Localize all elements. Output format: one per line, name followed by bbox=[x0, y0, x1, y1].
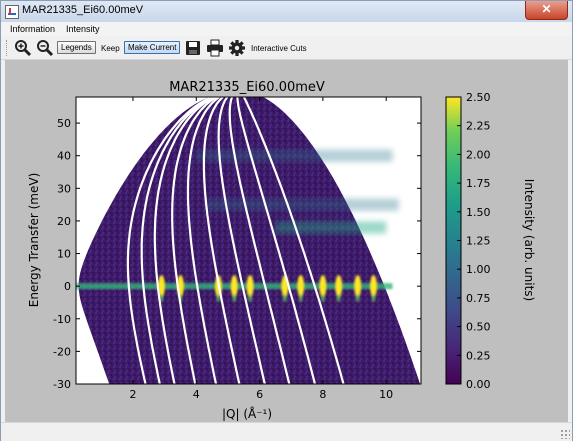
detector-gap bbox=[171, 97, 218, 384]
legends-button[interactable]: Legends bbox=[57, 41, 96, 54]
detector-gap bbox=[140, 97, 213, 384]
colorbar-ticks: 0.00 0.25 0.50 0.75 1.00 1.25 1.50 1.75 2.00 2.25… bbox=[457, 91, 491, 391]
bragg-peak-tail bbox=[216, 294, 221, 303]
menu-intensity[interactable]: Intensity bbox=[66, 24, 100, 34]
status-bar bbox=[1, 422, 572, 441]
bragg-peak-tail bbox=[248, 294, 253, 303]
chart-title: MAR21335_Ei60.00meV bbox=[169, 80, 325, 95]
y-axis-label: Energy Transfer (meV) bbox=[27, 173, 41, 308]
colorbar-tick-label: 1.50 bbox=[466, 206, 491, 219]
x-tick-label: 6 bbox=[256, 388, 263, 401]
bragg-peak bbox=[335, 275, 343, 298]
y-tick-label: 50 bbox=[57, 117, 71, 130]
window-title: MAR21335_Ei60.00meV bbox=[22, 4, 144, 16]
detector-gap bbox=[228, 97, 291, 384]
bragg-peak bbox=[157, 275, 165, 298]
menu-bar: Information Intensity bbox=[1, 22, 572, 36]
x-tick-label: 2 bbox=[129, 388, 136, 401]
colorbar-tick-label: 0.50 bbox=[466, 321, 491, 334]
y-tick-label: -30 bbox=[53, 378, 71, 391]
zoom-in-icon[interactable] bbox=[14, 39, 32, 57]
toolbar-grip[interactable] bbox=[6, 40, 10, 56]
y-tick-label: 10 bbox=[57, 248, 71, 261]
bragg-peak bbox=[230, 275, 238, 298]
detector-gap bbox=[202, 97, 241, 384]
app-icon bbox=[5, 5, 19, 19]
colorbar-tick-label: 2.00 bbox=[466, 148, 491, 161]
y-tick-label: 0 bbox=[64, 280, 71, 293]
colorbar-tick-label: 1.00 bbox=[466, 263, 491, 276]
make-current-button[interactable]: Make Current bbox=[124, 41, 181, 54]
colorbar-label: Intensity (arb. units) bbox=[522, 179, 536, 301]
zoom-out-icon[interactable] bbox=[36, 39, 54, 57]
bragg-peak bbox=[319, 275, 327, 298]
heatmap-group bbox=[76, 97, 420, 384]
bragg-peak-tail bbox=[320, 294, 325, 303]
y-tick-label: -20 bbox=[53, 345, 71, 358]
y-tick-label: -10 bbox=[53, 313, 71, 326]
bragg-peak bbox=[246, 275, 254, 298]
toolbar: Legends Keep Make Current Interactive Cu… bbox=[1, 36, 572, 60]
x-tick-label: 10 bbox=[379, 388, 393, 401]
bragg-peak bbox=[297, 275, 305, 298]
interactive-cuts-button[interactable]: Interactive Cuts bbox=[251, 44, 307, 53]
gear-icon[interactable] bbox=[228, 39, 246, 57]
bragg-peak-tail bbox=[232, 294, 237, 303]
colorbar-tick-label: 0.25 bbox=[466, 349, 491, 362]
y-axis: -30 -20 -10 0 10 20 30 40 50 bbox=[53, 117, 421, 391]
detector-gap bbox=[242, 97, 345, 384]
detector-gap bbox=[236, 97, 317, 384]
bragg-peak bbox=[370, 275, 378, 298]
y-tick-label: 30 bbox=[57, 182, 71, 195]
bragg-peak-tail bbox=[298, 294, 303, 303]
save-icon[interactable] bbox=[184, 39, 202, 57]
phonon-band-0 bbox=[196, 149, 393, 162]
colorbar-tick-label: 0.75 bbox=[466, 292, 491, 305]
detector-gap bbox=[153, 97, 215, 384]
close-button[interactable]: ✕ bbox=[525, 1, 568, 20]
detector-gap bbox=[217, 97, 266, 384]
resize-grip[interactable] bbox=[560, 429, 570, 439]
colorbar-tick-label: 2.50 bbox=[466, 91, 491, 104]
bragg-peak bbox=[354, 275, 362, 298]
print-icon[interactable] bbox=[206, 39, 224, 57]
detector-gap bbox=[186, 97, 220, 384]
title-bar[interactable]: MAR21335_Ei60.00meV ✕ bbox=[1, 1, 572, 23]
bragg-peak-tail bbox=[355, 294, 360, 303]
plot-area[interactable]: MAR21335_Ei60.00meV 2 4 6 8 10 -30 -20 -10 0 10 2… bbox=[5, 60, 568, 422]
x-axis-label: |Q| (Å⁻¹) bbox=[222, 406, 272, 421]
colorbar-tick-label: 1.75 bbox=[466, 177, 491, 190]
y-tick-label: 20 bbox=[57, 215, 71, 228]
axes-border bbox=[75, 96, 422, 385]
phonon-band-1 bbox=[205, 198, 399, 211]
bragg-peak-tail bbox=[371, 294, 376, 303]
bragg-peak-tail bbox=[336, 294, 341, 303]
chart-canvas[interactable]: MAR21335_Ei60.00meV 2 4 6 8 10 -30-20-100102… bbox=[5, 60, 568, 422]
detector-gap bbox=[126, 97, 212, 384]
colorbar-tick-label: 0.00 bbox=[466, 378, 491, 391]
menu-information[interactable]: Information bbox=[10, 24, 56, 34]
phonon-band-2 bbox=[275, 221, 387, 234]
x-tick-label: 8 bbox=[319, 388, 326, 401]
colorbar-tick-label: 2.25 bbox=[466, 120, 491, 133]
bragg-peak-tail bbox=[282, 294, 287, 303]
keep-button[interactable]: Keep bbox=[101, 44, 120, 53]
colorbar-tick-label: 1.25 bbox=[466, 235, 491, 248]
y-tick-label: 40 bbox=[57, 150, 71, 163]
x-axis: 2 4 6 8 10 bbox=[129, 97, 393, 401]
x-tick-label: 4 bbox=[193, 388, 200, 401]
